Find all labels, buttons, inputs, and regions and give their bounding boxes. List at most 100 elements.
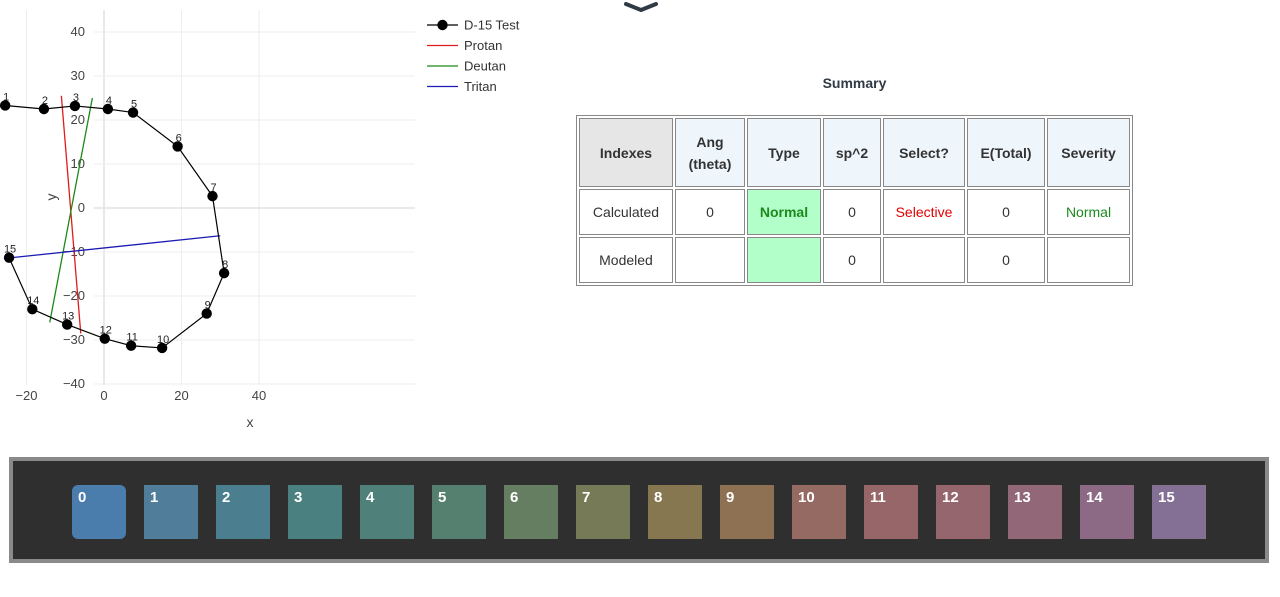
y-tick-label: 20 xyxy=(71,112,85,127)
summary-table: Indexes Ang (theta) Type sp^2 Select? E(… xyxy=(576,115,1133,286)
calculated-sp2: 0 xyxy=(823,189,881,236)
point-label: 14 xyxy=(27,295,39,307)
y-tick-label: 10 xyxy=(71,156,85,171)
calculated-label: Calculated xyxy=(579,189,673,236)
color-cap-9[interactable]: 9 xyxy=(720,485,774,539)
y-tick-label: 40 xyxy=(71,24,85,39)
calculated-select: Selective xyxy=(883,189,965,236)
color-cap-5[interactable]: 5 xyxy=(432,485,486,539)
point-label: 15 xyxy=(4,244,16,256)
x-tick-label: 0 xyxy=(100,388,107,403)
point-marker xyxy=(69,100,81,112)
modeled-ang xyxy=(675,237,745,283)
color-cap-3[interactable]: 3 xyxy=(288,485,342,539)
cap-label: 10 xyxy=(798,489,815,506)
header-ang-line2: (theta) xyxy=(688,155,732,172)
cap-label: 7 xyxy=(582,489,591,506)
y-tick-label: 0 xyxy=(78,200,85,215)
point-label: 2 xyxy=(42,95,48,107)
color-cap-11[interactable]: 11 xyxy=(864,485,918,539)
color-cap-10[interactable]: 10 xyxy=(792,485,846,539)
point-label: 10 xyxy=(157,334,169,346)
point-marker xyxy=(207,190,218,202)
color-cap-8[interactable]: 8 xyxy=(648,485,702,539)
color-cap-12[interactable]: 12 xyxy=(936,485,990,539)
point-marker xyxy=(99,333,110,344)
legend: D-15 Test Protan Deutan Tritan xyxy=(427,18,520,94)
summary-title: Summary xyxy=(822,75,887,91)
point-label: 5 xyxy=(131,99,137,111)
calculated-severity: Normal xyxy=(1047,189,1130,236)
point-marker xyxy=(27,304,38,315)
point-label: 6 xyxy=(176,132,182,144)
color-cap-0[interactable]: 0 xyxy=(72,485,126,539)
series-line-deutan xyxy=(49,97,94,323)
calculated-type: Normal xyxy=(747,189,821,236)
color-cap-7[interactable]: 7 xyxy=(576,485,630,539)
cap-label: 8 xyxy=(654,489,663,506)
cap-label: 15 xyxy=(1158,489,1175,506)
header-sp2: sp^2 xyxy=(823,118,881,188)
grid xyxy=(26,10,415,385)
point-label: 9 xyxy=(205,300,211,312)
y-tick-label: −40 xyxy=(63,376,85,391)
cap-label: 12 xyxy=(942,489,959,506)
point-marker xyxy=(0,100,11,111)
cap-label: 0 xyxy=(78,489,87,506)
cap-label: 4 xyxy=(366,489,375,506)
x-tick-label: 20 xyxy=(174,388,188,403)
header-ang: Ang (theta) xyxy=(675,118,745,188)
color-cap-4[interactable]: 4 xyxy=(360,485,414,539)
modeled-select xyxy=(883,237,965,283)
calculated-etotal: 0 xyxy=(967,189,1045,236)
cap-label: 13 xyxy=(1014,489,1031,506)
point-label: 12 xyxy=(100,325,112,337)
point-marker xyxy=(172,141,183,152)
legend-protan-label: Protan xyxy=(464,38,502,53)
point-marker xyxy=(201,308,212,319)
table-header-row: Indexes Ang (theta) Type sp^2 Select? E(… xyxy=(579,118,1130,188)
color-cap-15[interactable]: 15 xyxy=(1152,485,1206,539)
legend-deutan-label: Deutan xyxy=(464,59,506,74)
point-marker xyxy=(218,267,230,279)
cap-label: 6 xyxy=(510,489,519,506)
cap-label: 2 xyxy=(222,489,231,506)
point-label: 8 xyxy=(222,259,228,271)
color-cap-2[interactable]: 2 xyxy=(216,485,270,539)
series-layer: P123456789101112131415 xyxy=(0,91,230,354)
cap-tray: 0 1 2 3 4 5 6 7 8 9 10 11 12 13 14 15 xyxy=(9,457,1269,563)
color-cap-14[interactable]: 14 xyxy=(1080,485,1134,539)
modeled-etotal: 0 xyxy=(967,237,1045,283)
y-tick-label: 30 xyxy=(71,68,85,83)
color-cap-1[interactable]: 1 xyxy=(144,485,198,539)
cap-label: 1 xyxy=(150,489,159,506)
cap-label: 11 xyxy=(870,489,886,506)
point-marker xyxy=(3,252,15,263)
series-line-tritan xyxy=(7,235,221,259)
point-label: 1 xyxy=(3,91,9,103)
point-marker xyxy=(102,103,114,115)
cap-label: 5 xyxy=(438,489,447,506)
legend-tritan-label: Tritan xyxy=(464,79,497,94)
legend-d-15-test-marker xyxy=(437,19,448,31)
point-marker xyxy=(38,103,50,115)
y-tick-label: −20 xyxy=(63,288,85,303)
x-axis-title: x xyxy=(247,414,254,430)
point-label: 11 xyxy=(126,332,137,344)
x-tick-label: 40 xyxy=(252,388,266,403)
cap-label: 3 xyxy=(294,489,303,506)
table-row-modeled: Modeled 0 0 xyxy=(579,237,1130,283)
point-marker xyxy=(61,319,73,330)
modeled-label: Modeled xyxy=(579,237,673,283)
legend-d-15-test-label: D-15 Test xyxy=(464,18,520,33)
calculated-ang: 0 xyxy=(675,189,745,236)
color-cap-6[interactable]: 6 xyxy=(504,485,558,539)
color-cap-13[interactable]: 13 xyxy=(1008,485,1062,539)
x-tick-label: −20 xyxy=(15,388,37,403)
collapse-chevron-button[interactable] xyxy=(622,0,660,16)
series-line-protan xyxy=(60,95,82,334)
point-marker xyxy=(156,342,168,354)
